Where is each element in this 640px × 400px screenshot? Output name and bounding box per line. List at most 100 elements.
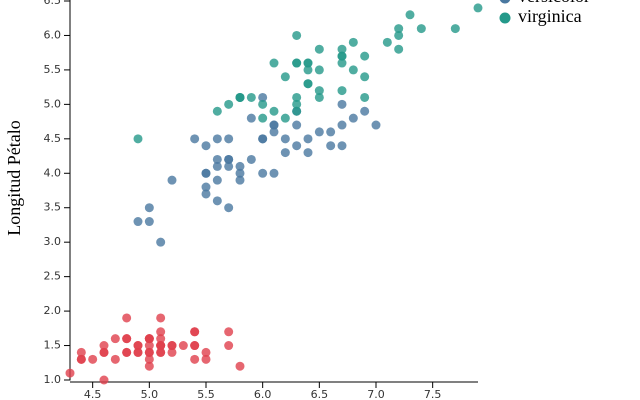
- data-point: [394, 30, 404, 40]
- data-point: [235, 92, 245, 102]
- x-tick-label: 6.5: [311, 388, 329, 400]
- data-point: [167, 347, 177, 357]
- legend-label: virginica: [518, 6, 582, 26]
- data-point: [337, 120, 347, 130]
- data-point: [280, 148, 290, 158]
- data-point: [212, 106, 222, 116]
- data-point: [314, 127, 324, 137]
- data-point: [292, 99, 302, 109]
- data-point: [133, 134, 143, 144]
- data-point: [190, 354, 200, 364]
- y-tick-label: 3.0: [44, 235, 62, 248]
- data-point: [133, 347, 143, 357]
- data-point: [337, 51, 347, 61]
- data-point: [156, 341, 166, 351]
- x-tick-label: 7.0: [367, 388, 385, 400]
- data-point: [201, 182, 211, 192]
- data-point: [258, 99, 268, 109]
- data-point: [224, 341, 234, 351]
- data-point: [76, 347, 86, 357]
- y-tick-label: 5.5: [44, 63, 62, 76]
- data-point: [292, 58, 302, 68]
- x-tick-label: 5.0: [141, 388, 159, 400]
- data-point: [303, 134, 313, 144]
- data-point: [156, 327, 166, 337]
- data-point: [280, 134, 290, 144]
- data-point: [269, 58, 279, 68]
- data-point: [190, 341, 200, 351]
- data-point: [156, 237, 166, 247]
- data-point: [235, 161, 245, 171]
- data-point: [156, 334, 166, 344]
- data-point: [360, 72, 370, 82]
- data-point: [246, 113, 256, 123]
- data-point: [224, 327, 234, 337]
- data-point: [201, 141, 211, 151]
- data-point: [292, 141, 302, 151]
- y-axis-title: Longitud Pétalo: [4, 120, 24, 236]
- legend-label: versicolor: [518, 0, 590, 6]
- data-point: [394, 24, 404, 34]
- data-point: [88, 354, 98, 364]
- data-point: [303, 65, 313, 75]
- y-tick-label: 2.5: [44, 270, 62, 283]
- data-point: [65, 368, 75, 378]
- x-tick-label: 4.5: [84, 388, 102, 400]
- data-point: [314, 65, 324, 75]
- data-point: [212, 196, 222, 206]
- data-point: [280, 113, 290, 123]
- data-point: [246, 154, 256, 164]
- data-point: [224, 99, 234, 109]
- data-point: [269, 168, 279, 178]
- x-tick-label: 7.5: [424, 388, 442, 400]
- data-point: [258, 168, 268, 178]
- data-point: [360, 92, 370, 102]
- data-point: [269, 106, 279, 116]
- data-point: [224, 154, 234, 164]
- data-point: [144, 203, 154, 213]
- data-point: [326, 127, 336, 137]
- y-tick-label: 4.5: [44, 132, 62, 145]
- data-point: [178, 341, 188, 351]
- data-point: [144, 347, 154, 357]
- data-point: [99, 375, 109, 385]
- data-point: [144, 361, 154, 371]
- data-point: [224, 203, 234, 213]
- data-point: [201, 168, 211, 178]
- data-point: [122, 334, 132, 344]
- legend-marker: [499, 12, 511, 24]
- data-point: [303, 148, 313, 158]
- data-point: [269, 120, 279, 130]
- data-point: [99, 347, 109, 357]
- data-point: [110, 334, 120, 344]
- x-tick-label: 6.0: [254, 388, 272, 400]
- data-point: [258, 113, 268, 123]
- data-point: [303, 58, 313, 68]
- data-point: [394, 44, 404, 54]
- data-point: [224, 134, 234, 144]
- data-point: [246, 92, 256, 102]
- data-point: [122, 347, 132, 357]
- data-point: [348, 37, 358, 47]
- legend-marker: [499, 0, 511, 4]
- data-point: [337, 141, 347, 151]
- data-point: [292, 106, 302, 116]
- data-point: [416, 24, 426, 34]
- data-point: [360, 106, 370, 116]
- y-tick-label: 5.0: [44, 97, 62, 110]
- data-point: [144, 334, 154, 344]
- data-point: [360, 51, 370, 61]
- x-tick-label: 5.5: [197, 388, 215, 400]
- data-point: [337, 44, 347, 54]
- data-point: [348, 65, 358, 75]
- data-point: [314, 92, 324, 102]
- data-point: [269, 127, 279, 137]
- y-tick-label: 6.5: [44, 0, 62, 7]
- data-point: [337, 86, 347, 96]
- data-point: [337, 58, 347, 68]
- data-point: [190, 327, 200, 337]
- data-point: [326, 141, 336, 151]
- data-point: [450, 24, 460, 34]
- data-point: [144, 217, 154, 227]
- data-point: [167, 175, 177, 185]
